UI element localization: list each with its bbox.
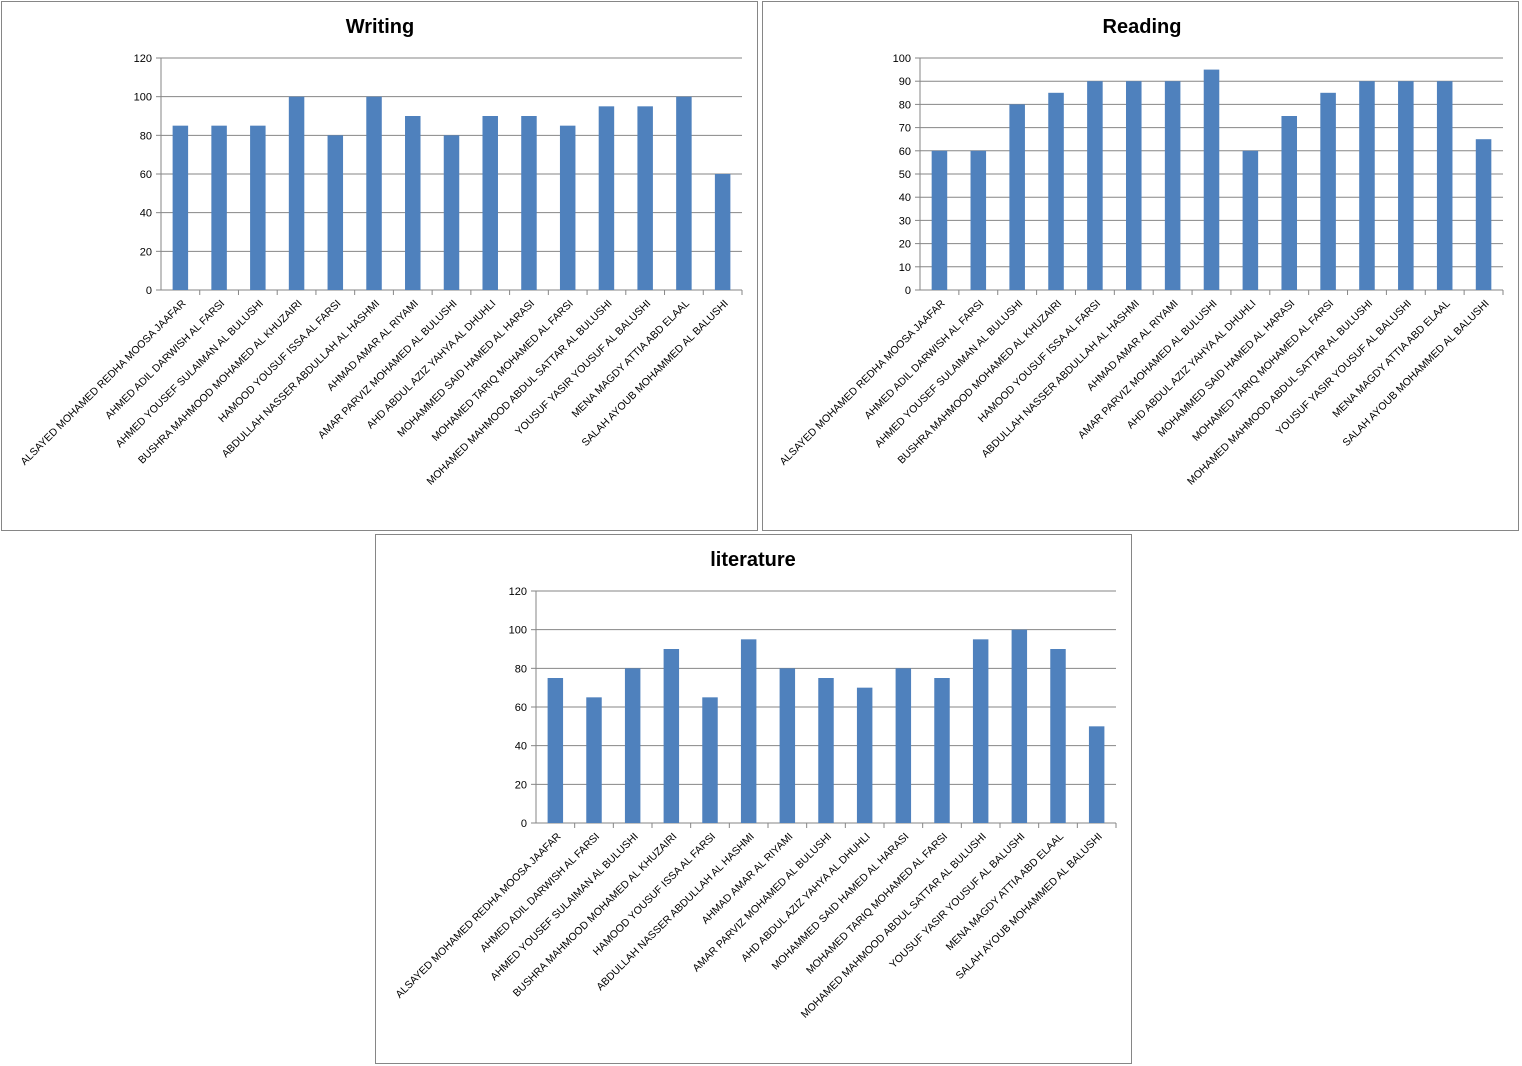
y-tick-label: 0: [146, 285, 152, 297]
reading-chart: Reading 0 10 20 30 40 50 60 70 80 90 100 ALSAYED MOH…: [762, 1, 1519, 531]
category-label: YOUSUF YASIR YOUSUF AL BALUSHI: [513, 298, 653, 438]
bar: [288, 96, 305, 291]
category-label: SALAH AYOUB MOHAMMED AL BALUSHI: [580, 298, 731, 449]
y-tick-label: 80: [899, 99, 911, 111]
category-label: AMAR PARVIZ MOHAMED AL BULUSHI: [690, 831, 834, 975]
y-tick-label: 100: [893, 53, 911, 65]
bar: [1009, 104, 1025, 291]
category-label: MOHAMED TARIQ MOHAMED AL FARSI: [430, 298, 576, 444]
bar: [521, 116, 537, 290]
bar: [1088, 726, 1105, 823]
bar: [1359, 81, 1375, 290]
writing-chart: Writing 0 20 40 60 80 100 120 ALSAYED MOHAMED RE…: [1, 1, 758, 531]
y-tick-label: 90: [899, 76, 911, 88]
bar: [482, 116, 498, 290]
bar: [624, 668, 641, 823]
category-label: AMAR PARVIZ MOHAMED AL BULUSHI: [1076, 298, 1220, 442]
bar: [172, 125, 189, 291]
bar: [1164, 81, 1181, 290]
bar: [1320, 92, 1336, 290]
y-tick-label: 30: [899, 215, 911, 227]
y-tick-label: 0: [905, 285, 911, 297]
bar: [779, 668, 796, 823]
bar: [934, 678, 950, 823]
bar: [714, 174, 731, 290]
bar: [1281, 116, 1298, 290]
y-tick-label: 60: [140, 169, 152, 181]
bar: [1242, 150, 1259, 290]
y-tick-label: 40: [515, 741, 527, 753]
category-label: AMAR PARVIZ MOHAMED AL BULUSHI: [316, 298, 460, 442]
bar: [702, 697, 718, 823]
bar: [547, 678, 564, 823]
y-tick-label: 20: [899, 239, 911, 251]
bar: [818, 678, 834, 823]
chart-title: literature: [710, 549, 796, 571]
bar: [405, 116, 421, 290]
bar: [1011, 629, 1028, 823]
bar: [586, 697, 602, 823]
bar: [1436, 81, 1453, 290]
bar: [250, 125, 266, 291]
bar: [895, 668, 912, 823]
category-label: MOHAMMED SAID HAMED AL HARASI: [770, 831, 912, 973]
bar: [931, 150, 948, 290]
bar: [1050, 649, 1066, 823]
category-label: YOUSUF YASIR YOUSUF AL BALUSHI: [1274, 298, 1414, 438]
bar: [1087, 81, 1103, 290]
bar: [366, 96, 382, 291]
y-tick-label: 40: [140, 208, 152, 220]
bar: [211, 125, 227, 291]
y-tick-label: 120: [134, 53, 152, 65]
y-tick-label: 0: [521, 818, 527, 830]
y-tick-label: 70: [899, 123, 911, 135]
y-tick-label: 10: [899, 262, 911, 274]
bar: [856, 687, 873, 823]
category-label: MOHAMED MAHMOOD ABDUL SATTAR AL BULUSHI: [1185, 298, 1375, 488]
y-tick-label: 120: [509, 586, 527, 598]
bar: [327, 135, 344, 290]
bar: [676, 96, 692, 291]
category-label: MOHAMED TARIQ MOHAMED AL FARSI: [804, 831, 950, 977]
y-tick-label: 80: [515, 663, 527, 675]
category-label: SALAH AYOUB MOHAMMED AL BALUSHI: [1340, 298, 1491, 449]
bar: [740, 639, 757, 823]
chart-title: Reading: [1103, 16, 1182, 38]
y-tick-label: 60: [899, 146, 911, 158]
chart-title: Writing: [346, 16, 415, 38]
bar: [1048, 92, 1064, 290]
bar: [559, 125, 576, 291]
bar: [1398, 81, 1414, 290]
category-label: YOUSUF YASIR YOUSUF AL BALUSHI: [887, 831, 1027, 971]
bar: [1203, 69, 1220, 290]
y-tick-label: 20: [515, 779, 527, 791]
y-tick-label: 80: [140, 130, 152, 142]
y-tick-label: 20: [140, 246, 152, 258]
category-label: MOHAMED MAHMOOD ABDUL SATTAR AL BULUSHI: [425, 298, 615, 488]
y-tick-label: 40: [899, 192, 911, 204]
y-tick-label: 100: [509, 625, 527, 637]
bar: [972, 639, 989, 823]
category-label: MOHAMED MAHMOOD ABDUL SATTAR AL BULUSHI: [799, 831, 989, 1021]
y-tick-label: 100: [134, 92, 152, 104]
bar: [637, 106, 653, 290]
category-label: MOHAMED TARIQ MOHAMED AL FARSI: [1190, 298, 1336, 444]
bar: [443, 135, 460, 290]
category-label: MOHAMMED SAID HAMED AL HARASI: [1155, 298, 1297, 440]
bar: [663, 649, 680, 823]
y-tick-label: 50: [899, 169, 911, 181]
bar: [970, 150, 987, 290]
y-tick-label: 60: [515, 702, 527, 714]
bar: [598, 106, 615, 290]
category-label: MOHAMMED SAID HAMED AL HARASI: [395, 298, 537, 440]
bar: [1125, 81, 1142, 290]
literature-chart: literature 0 20 40 60 80 100 120 ALSAYED MOHAMED…: [375, 534, 1132, 1064]
category-label: SALAH AYOUB MOHAMMED AL BALUSHI: [954, 831, 1105, 982]
bar: [1475, 139, 1492, 290]
